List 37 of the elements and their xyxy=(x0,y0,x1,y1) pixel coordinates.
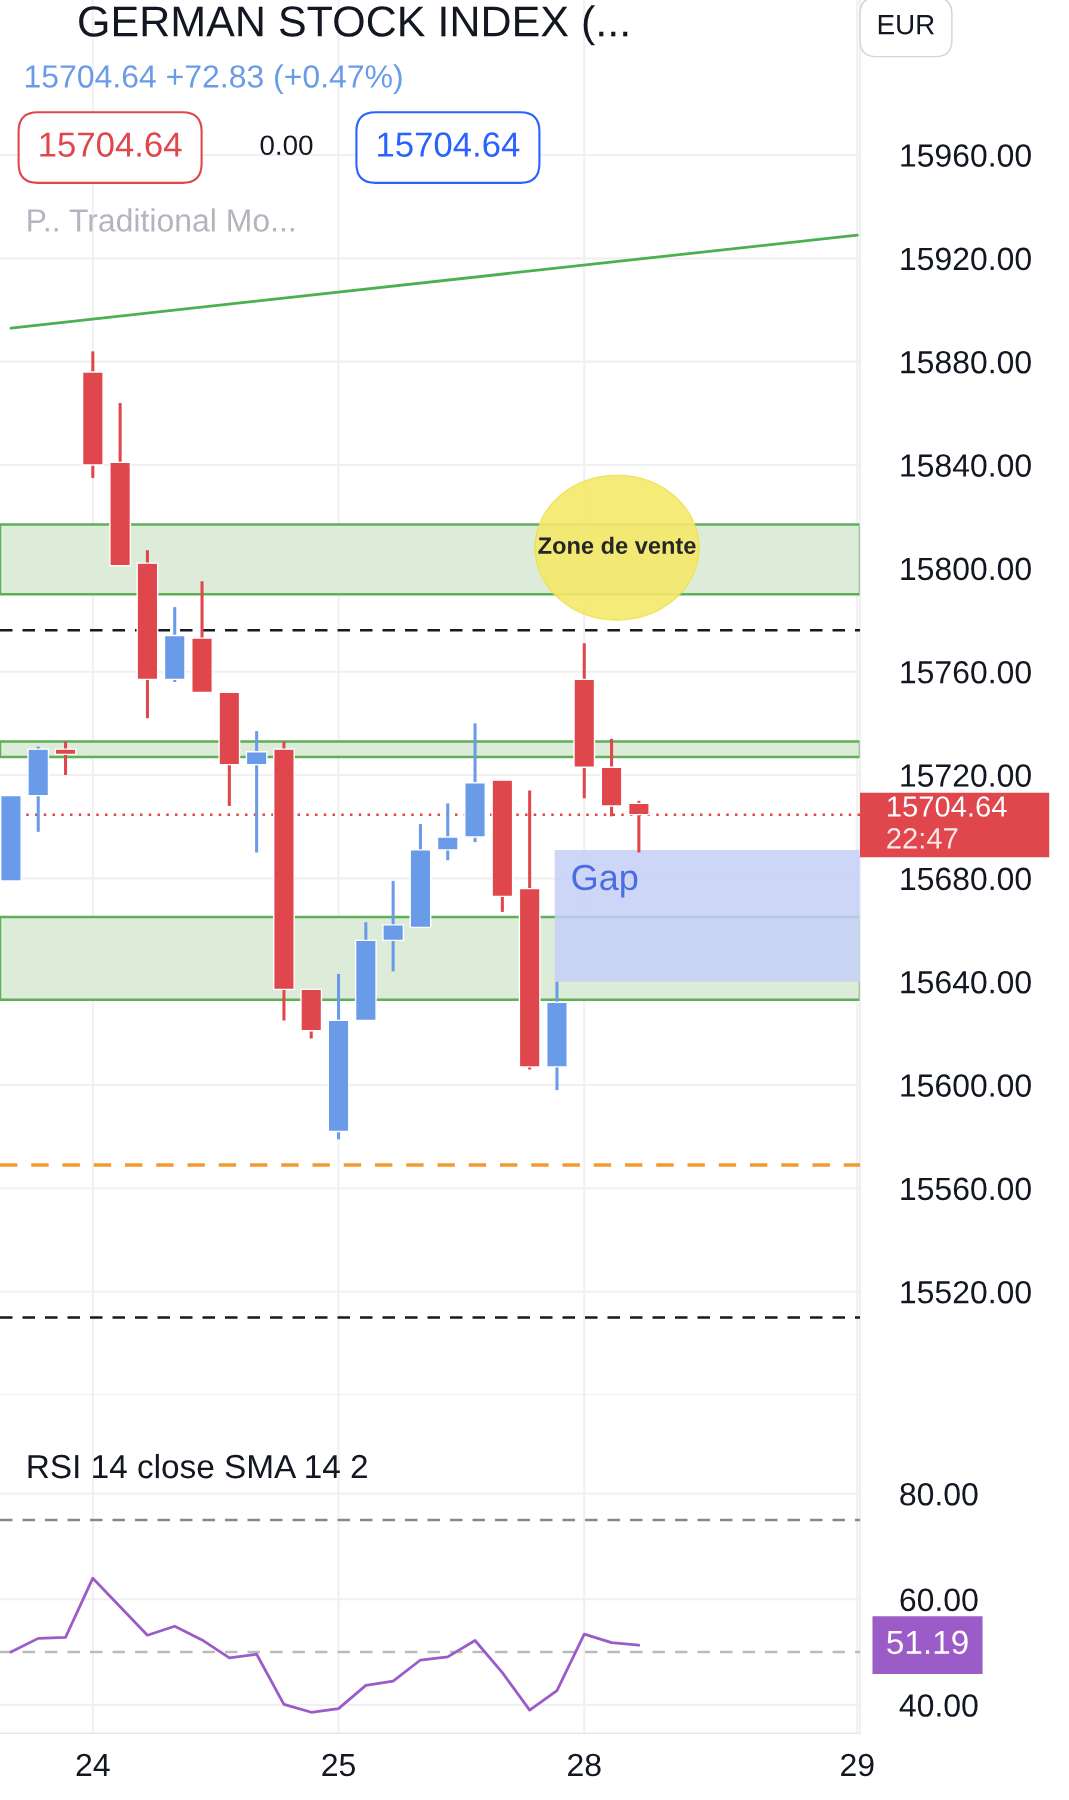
annotation: 15704.64 +72.83 (+0.47%) xyxy=(25,64,402,95)
candlestick xyxy=(382,879,405,972)
annotation: Zone de vente xyxy=(538,536,696,554)
y-tick-label: 15800.00 xyxy=(901,557,1031,581)
y-tick-label: 15760.00 xyxy=(901,660,1031,684)
y-tick-label: 15560.00 xyxy=(901,1177,1031,1201)
annotation: P.. Traditional Mo... xyxy=(28,208,294,232)
x-tick-label: 29 xyxy=(841,1753,874,1777)
text: RSI 14 close SMA 14 2 xyxy=(28,1453,367,1479)
ref-line-label: 15704.64 xyxy=(888,796,1007,817)
annotation: 15704.64 xyxy=(40,132,182,157)
y-tick-label: 60.00 xyxy=(900,1588,978,1612)
y-tick-label: 15880.00 xyxy=(901,350,1031,374)
candlestick xyxy=(436,803,459,861)
text: 51.19 xyxy=(887,1630,968,1655)
x-tick-label: 28 xyxy=(568,1753,601,1777)
candlestick xyxy=(54,741,77,775)
y-tick-label: 15640.00 xyxy=(901,970,1031,994)
y-tick-label: 40.00 xyxy=(899,1694,978,1717)
text: 22:47 xyxy=(887,828,958,849)
y-tick-label: 80.00 xyxy=(900,1482,978,1506)
y-tick-label: 15720.00 xyxy=(901,764,1031,787)
candlestick xyxy=(245,731,268,853)
annotation: 0.00 xyxy=(260,135,313,156)
x-tick-label: 25 xyxy=(322,1753,355,1777)
x-tick-label: 24 xyxy=(76,1753,110,1776)
y-tick-label: 15960.00 xyxy=(901,144,1031,167)
line-series xyxy=(9,1576,641,1714)
y-tick-label: 15600.00 xyxy=(901,1074,1031,1097)
y-tick-label: 15520.00 xyxy=(901,1280,1031,1304)
y-tick-label: 15680.00 xyxy=(901,867,1031,891)
y-tick-label: 15920.00 xyxy=(901,247,1031,271)
band-label: Gap xyxy=(572,864,638,898)
chart-title: GERMAN STOCK INDEX (... xyxy=(79,5,628,46)
y-tick-label: 15840.00 xyxy=(901,454,1031,477)
text: EUR xyxy=(878,15,934,35)
annotation: 15704.64 xyxy=(378,132,520,157)
